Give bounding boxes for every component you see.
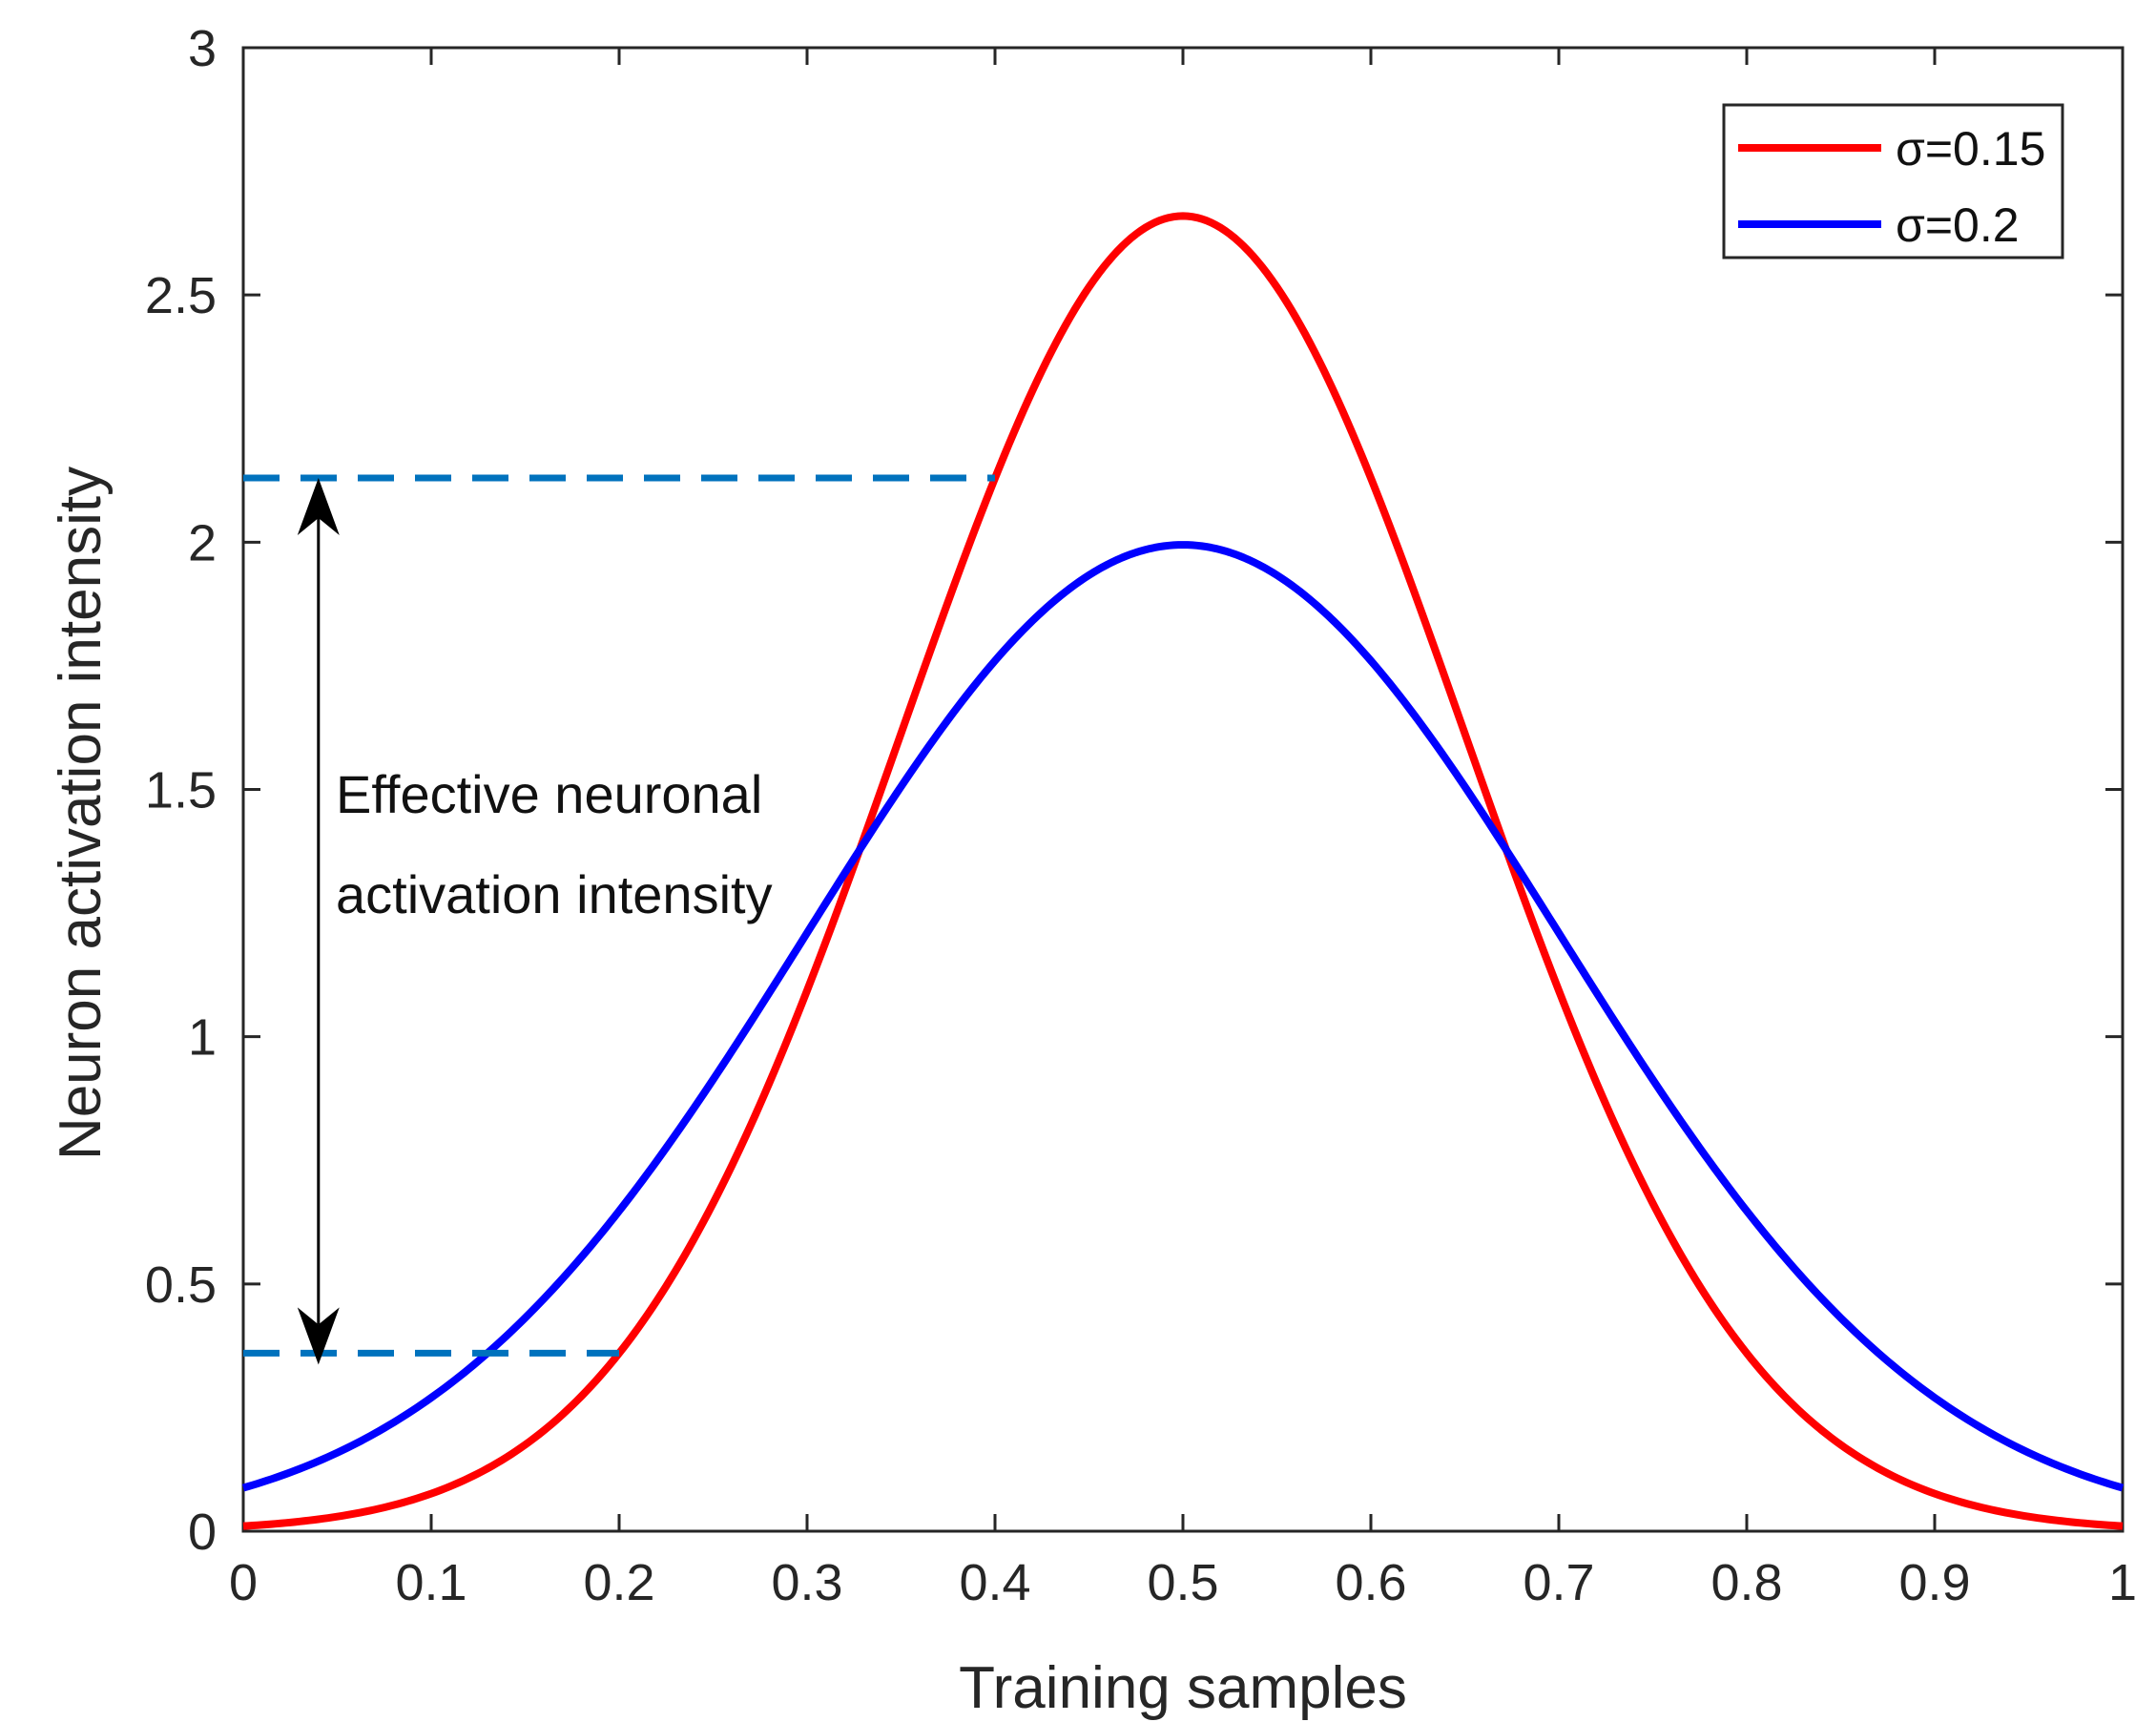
arrow-head-bottom (297, 1307, 340, 1365)
annotation-text-line-2: activation intensity (336, 864, 773, 924)
x-axis-title: Training samples (959, 1655, 1407, 1721)
annotation-layer: Effective neuronal activation intensity (243, 474, 995, 1365)
legend-box (1722, 103, 2064, 259)
y-tick-label: 2 (188, 514, 217, 571)
legend: σ=0.15 σ=0.2 (1722, 103, 2064, 259)
x-tick-label: 0.3 (771, 1554, 842, 1611)
y-tick-label: 0.5 (145, 1256, 217, 1314)
y-tick-label: 1.5 (145, 762, 217, 820)
series-layer (241, 212, 2125, 1530)
x-tick-label: 0.1 (395, 1554, 466, 1611)
x-tick-label: 0.9 (1898, 1554, 1970, 1611)
y-tick-label: 2.5 (145, 267, 217, 324)
x-tick-label: 1 (2108, 1554, 2137, 1611)
axes: 0 0.1 0.2 0.3 0.4 0.5 0.6 0.7 0.8 0.9 1 0 0.5 1 1.5 2 2.… (145, 20, 2137, 1611)
y-tick-label: 1 (188, 1009, 217, 1067)
series-line-1 (242, 212, 2124, 1530)
legend-label-2: σ=0.2 (1896, 198, 2020, 252)
y-tick-label: 0 (188, 1504, 217, 1561)
x-tick-label: 0.7 (1523, 1554, 1594, 1611)
x-tick-label: 0.6 (1335, 1554, 1406, 1611)
x-tick-label: 0 (229, 1554, 258, 1611)
x-tick-label: 0.2 (583, 1554, 654, 1611)
legend-label-1: σ=0.15 (1896, 122, 2045, 176)
x-tick-label: 0.5 (1147, 1554, 1218, 1611)
x-tick-label: 0.8 (1710, 1554, 1782, 1611)
series-line-2 (241, 541, 2125, 1492)
x-tick-label: 0.4 (959, 1554, 1030, 1611)
y-axis-title: Neuron activation intensity (48, 467, 114, 1160)
arrow-head-top (297, 477, 340, 535)
annotation-text-line-1: Effective neuronal (336, 764, 762, 824)
y-tick-label: 3 (188, 20, 217, 77)
